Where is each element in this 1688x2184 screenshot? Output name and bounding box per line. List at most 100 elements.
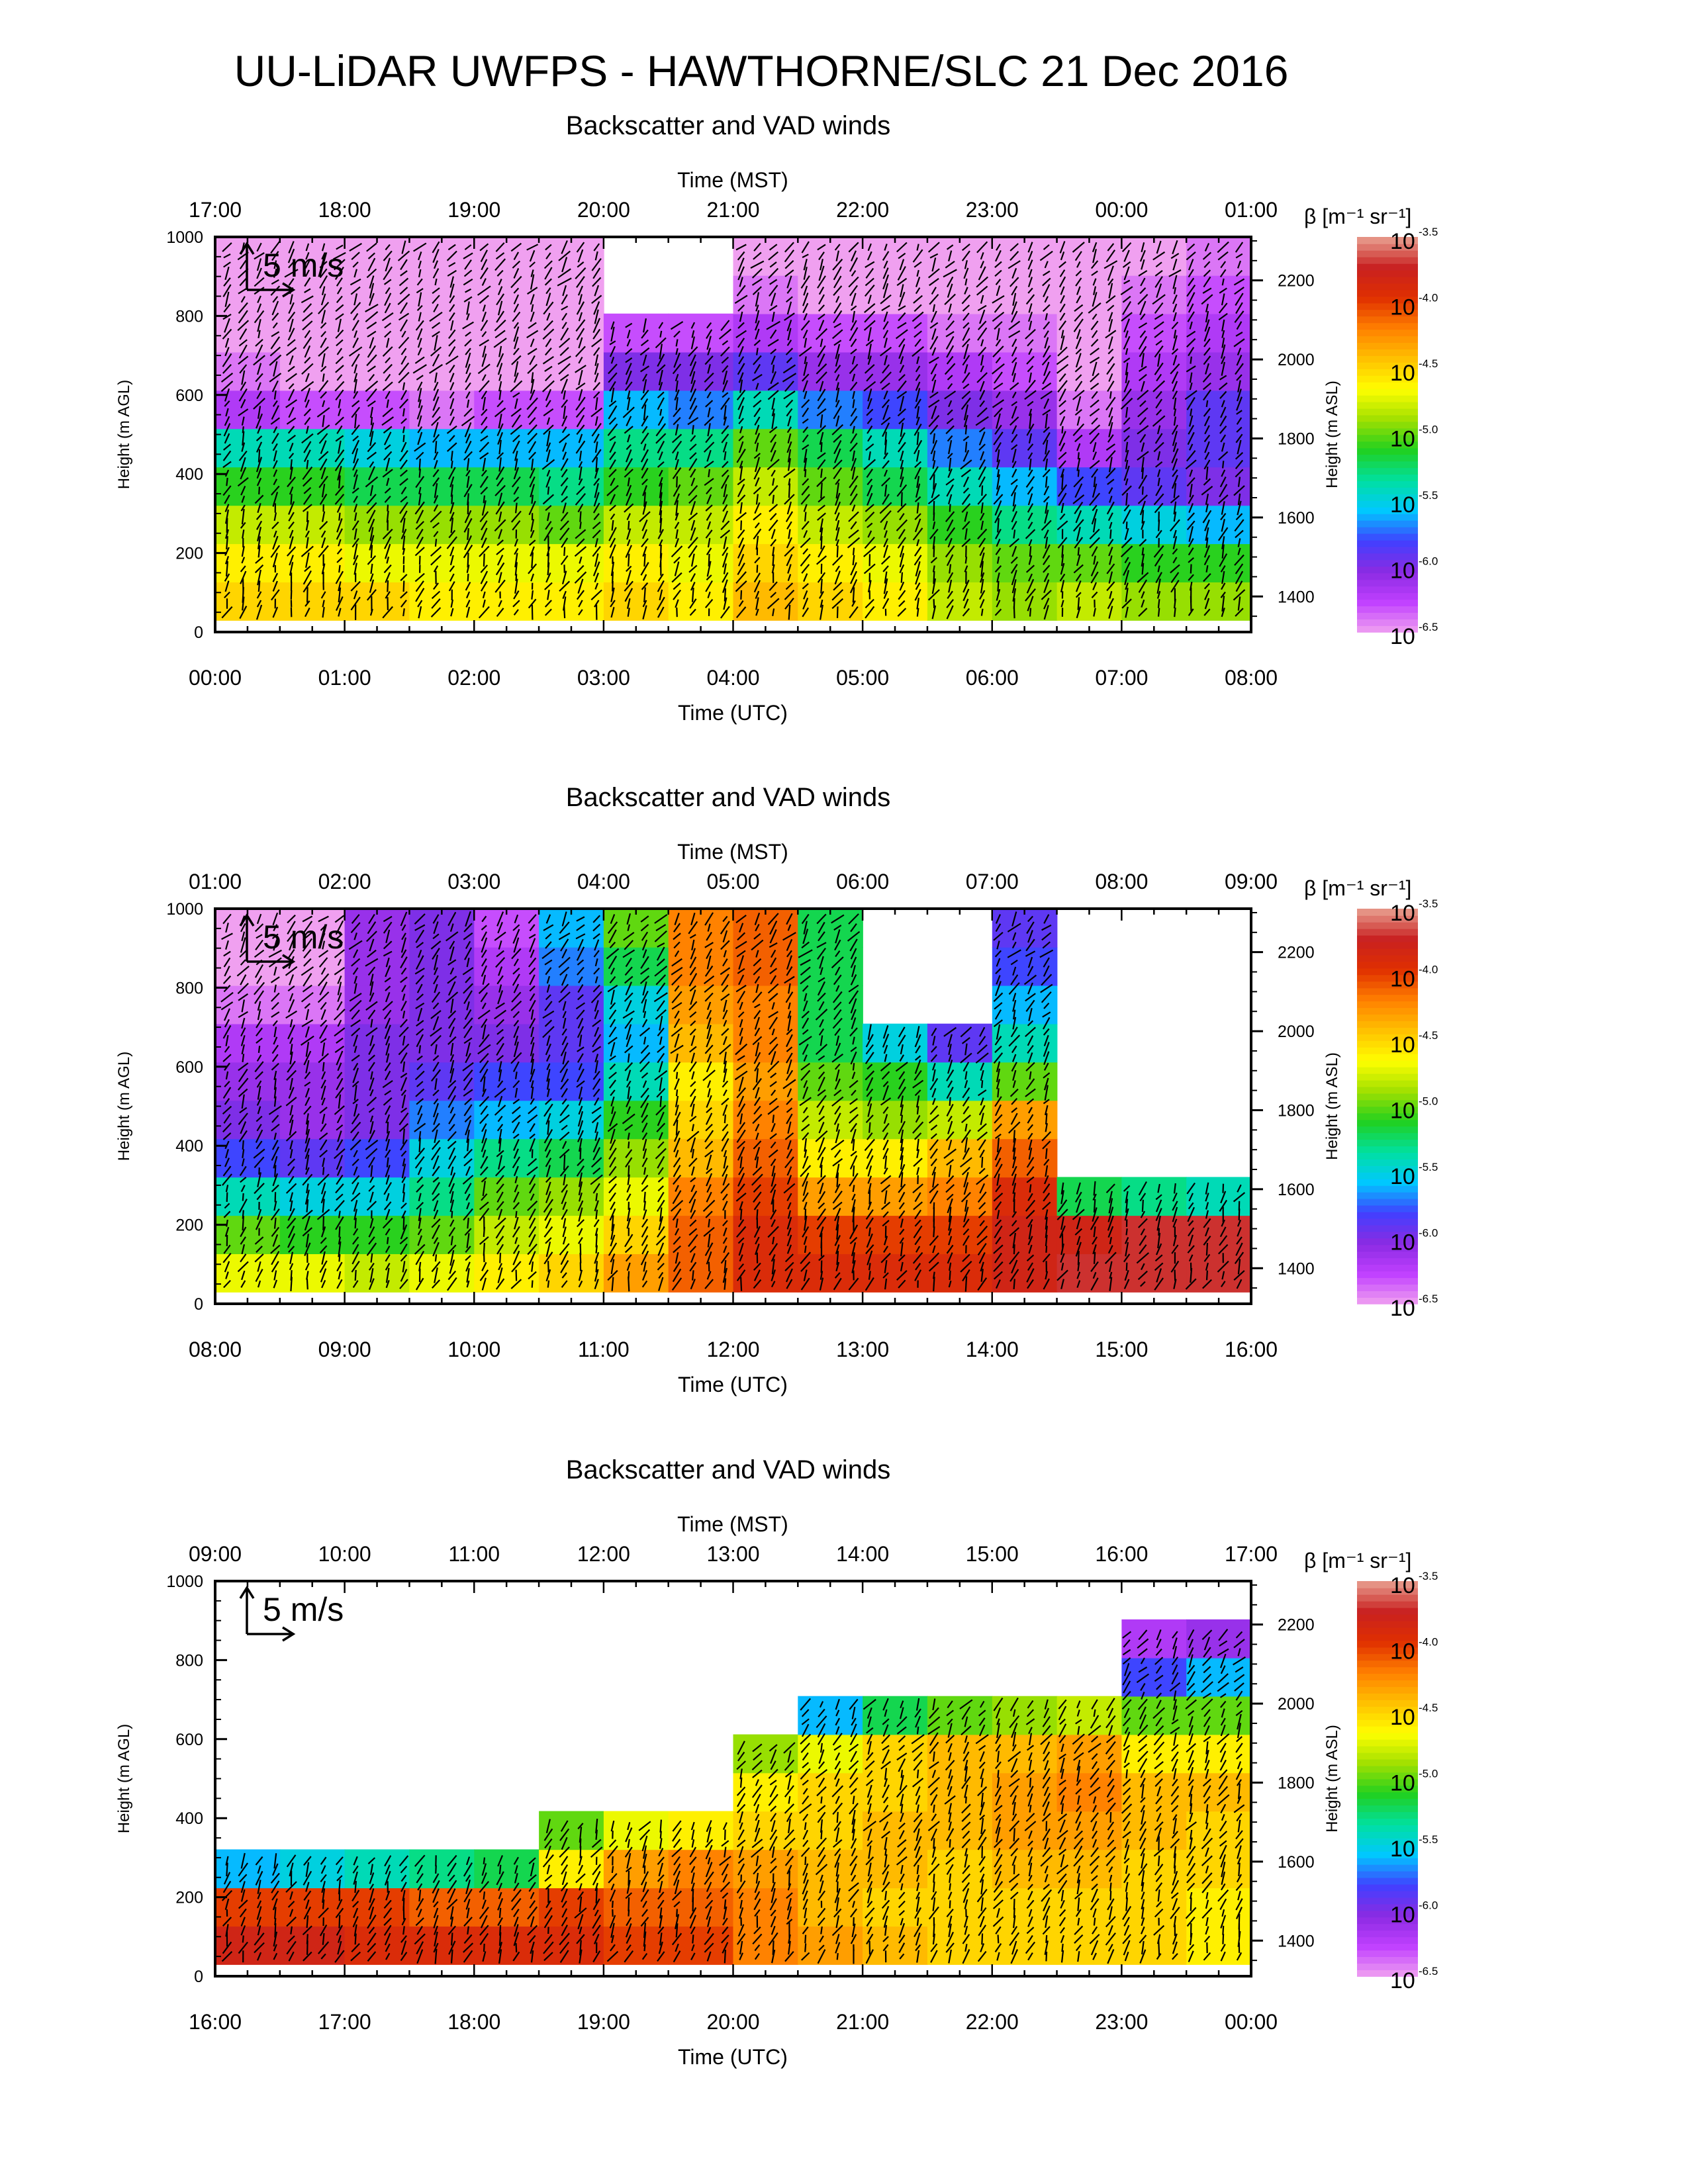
wind-arrow bbox=[451, 1210, 453, 1218]
wind-arrow bbox=[239, 277, 248, 287]
wind-arrow bbox=[320, 391, 327, 399]
wind-arrow bbox=[433, 422, 439, 437]
wind-arrow bbox=[690, 582, 696, 591]
wind-arrow bbox=[642, 600, 647, 608]
wind-arrow bbox=[864, 310, 876, 323]
wind-arrow bbox=[400, 259, 408, 271]
wind-arrow bbox=[770, 371, 777, 385]
wind-arrow bbox=[610, 477, 616, 486]
wind-arrow bbox=[288, 383, 295, 390]
wind-arrow bbox=[466, 476, 470, 488]
wind-arrow bbox=[498, 279, 502, 286]
wind-arrow bbox=[336, 518, 343, 533]
wind-arrow bbox=[336, 548, 342, 555]
wind-arrow bbox=[353, 474, 358, 490]
wind-arrow bbox=[801, 485, 810, 496]
wind-arrow bbox=[449, 565, 455, 572]
wind-arrow bbox=[899, 581, 905, 591]
wind-arrow bbox=[448, 435, 455, 442]
wind-arrow bbox=[450, 460, 453, 469]
wind-arrow bbox=[737, 304, 745, 312]
wind-arrow bbox=[1190, 564, 1192, 574]
wind-arrow bbox=[642, 485, 647, 496]
wind-arrow bbox=[850, 408, 857, 417]
wind-arrow bbox=[496, 539, 504, 547]
wind-arrow bbox=[223, 277, 231, 287]
wind-arrow bbox=[625, 363, 632, 375]
wind-arrow bbox=[593, 243, 600, 251]
wind-arrow bbox=[528, 539, 536, 546]
wind-arrow bbox=[319, 521, 328, 530]
wind-arrow bbox=[367, 466, 375, 480]
wind-arrow bbox=[703, 441, 715, 453]
wind-arrow bbox=[354, 414, 357, 429]
wind-arrow bbox=[611, 520, 614, 531]
wind-arrow bbox=[271, 589, 280, 601]
x-bottom-tick-label: 12:00 bbox=[706, 1338, 759, 1361]
wind-arrow bbox=[428, 363, 444, 374]
wind-arrow bbox=[240, 522, 246, 529]
wind-arrow bbox=[498, 381, 502, 392]
wind-arrow bbox=[338, 581, 342, 592]
wind-arrow bbox=[322, 415, 325, 428]
wind-arrow bbox=[288, 512, 295, 522]
wind-arrow bbox=[544, 267, 553, 280]
wind-arrow bbox=[481, 537, 487, 549]
wind-arrow bbox=[898, 529, 906, 539]
wind-arrow bbox=[594, 363, 599, 375]
wind-arrow bbox=[707, 364, 711, 374]
wind-arrow bbox=[755, 597, 759, 610]
wind-arrow bbox=[723, 597, 727, 610]
wind-arrow bbox=[690, 520, 696, 531]
wind-arrow bbox=[449, 276, 454, 288]
wind-arrow bbox=[574, 546, 587, 557]
wind-arrow bbox=[772, 608, 775, 616]
wind-arrow bbox=[753, 486, 762, 495]
wind-arrow bbox=[607, 423, 618, 436]
wind-arrow bbox=[546, 417, 551, 425]
wind-arrow bbox=[816, 363, 827, 375]
wind-arrow bbox=[239, 606, 248, 619]
wind-arrow bbox=[865, 339, 874, 347]
colorbar-segment bbox=[1357, 612, 1418, 619]
wind-arrow bbox=[238, 450, 248, 461]
y2-tick-label: 2200 bbox=[1278, 272, 1315, 291]
wind-arrow bbox=[784, 381, 794, 392]
wind-arrow bbox=[833, 322, 842, 328]
wind-arrow bbox=[338, 475, 341, 488]
wind-arrow bbox=[691, 330, 695, 338]
wind-arrow bbox=[594, 416, 598, 426]
wind-arrow bbox=[852, 555, 855, 566]
wind-arrow bbox=[575, 365, 586, 373]
wind-arrow bbox=[850, 570, 857, 584]
wind-arrow bbox=[751, 268, 763, 279]
chart-title: Backscatter and VAD winds bbox=[566, 111, 891, 140]
wind-arrow bbox=[368, 518, 375, 532]
wind-arrow bbox=[867, 327, 872, 341]
wind-arrow bbox=[254, 494, 264, 504]
wind-arrow bbox=[448, 261, 456, 267]
wind-arrow bbox=[835, 565, 840, 572]
wind-arrow bbox=[689, 608, 696, 616]
wind-arrow bbox=[640, 339, 649, 347]
colorbar-segment bbox=[1357, 586, 1418, 594]
wind-arrow bbox=[480, 486, 489, 495]
wind-arrow bbox=[367, 252, 375, 259]
wind-arrow bbox=[305, 600, 310, 607]
wind-arrow bbox=[641, 582, 649, 590]
wind-arrow bbox=[754, 502, 761, 514]
wind-arrow bbox=[304, 417, 311, 426]
wind-arrow bbox=[449, 512, 455, 522]
x-top-tick-label: 07:00 bbox=[966, 870, 1019, 893]
wind-arrow bbox=[531, 552, 534, 569]
wind-arrow bbox=[334, 485, 344, 496]
wind-arrow bbox=[592, 529, 601, 539]
wind-arrow bbox=[238, 344, 248, 359]
wind-arrow bbox=[531, 1149, 534, 1158]
wind-arrow bbox=[465, 433, 471, 444]
wind-arrow bbox=[896, 380, 907, 392]
wind-arrow bbox=[497, 286, 503, 296]
wind-arrow bbox=[560, 555, 569, 565]
wind-arrow bbox=[592, 502, 600, 514]
wind-arrow bbox=[400, 390, 407, 400]
